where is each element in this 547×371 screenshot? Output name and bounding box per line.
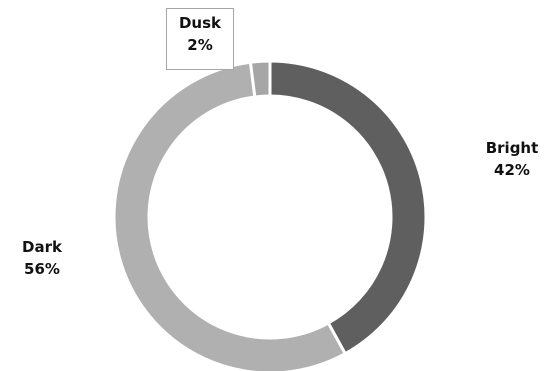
slice-bright	[268, 59, 428, 356]
data-label-dark-category: Dark	[22, 238, 62, 256]
slice-dark	[112, 60, 348, 371]
data-label-dusk: Dusk 2%	[166, 8, 234, 70]
slice-dusk	[248, 59, 272, 99]
data-label-dusk-category: Dusk	[178, 14, 222, 32]
data-label-bright-percent: 42%	[494, 161, 530, 179]
data-label-dark-percent: 56%	[24, 260, 60, 278]
data-label-bright-category: Bright	[485, 139, 539, 157]
data-label-bright: Bright 42%	[478, 137, 546, 181]
data-label-dusk-percent: 2%	[187, 36, 213, 54]
data-label-dark: Dark 56%	[8, 236, 76, 280]
